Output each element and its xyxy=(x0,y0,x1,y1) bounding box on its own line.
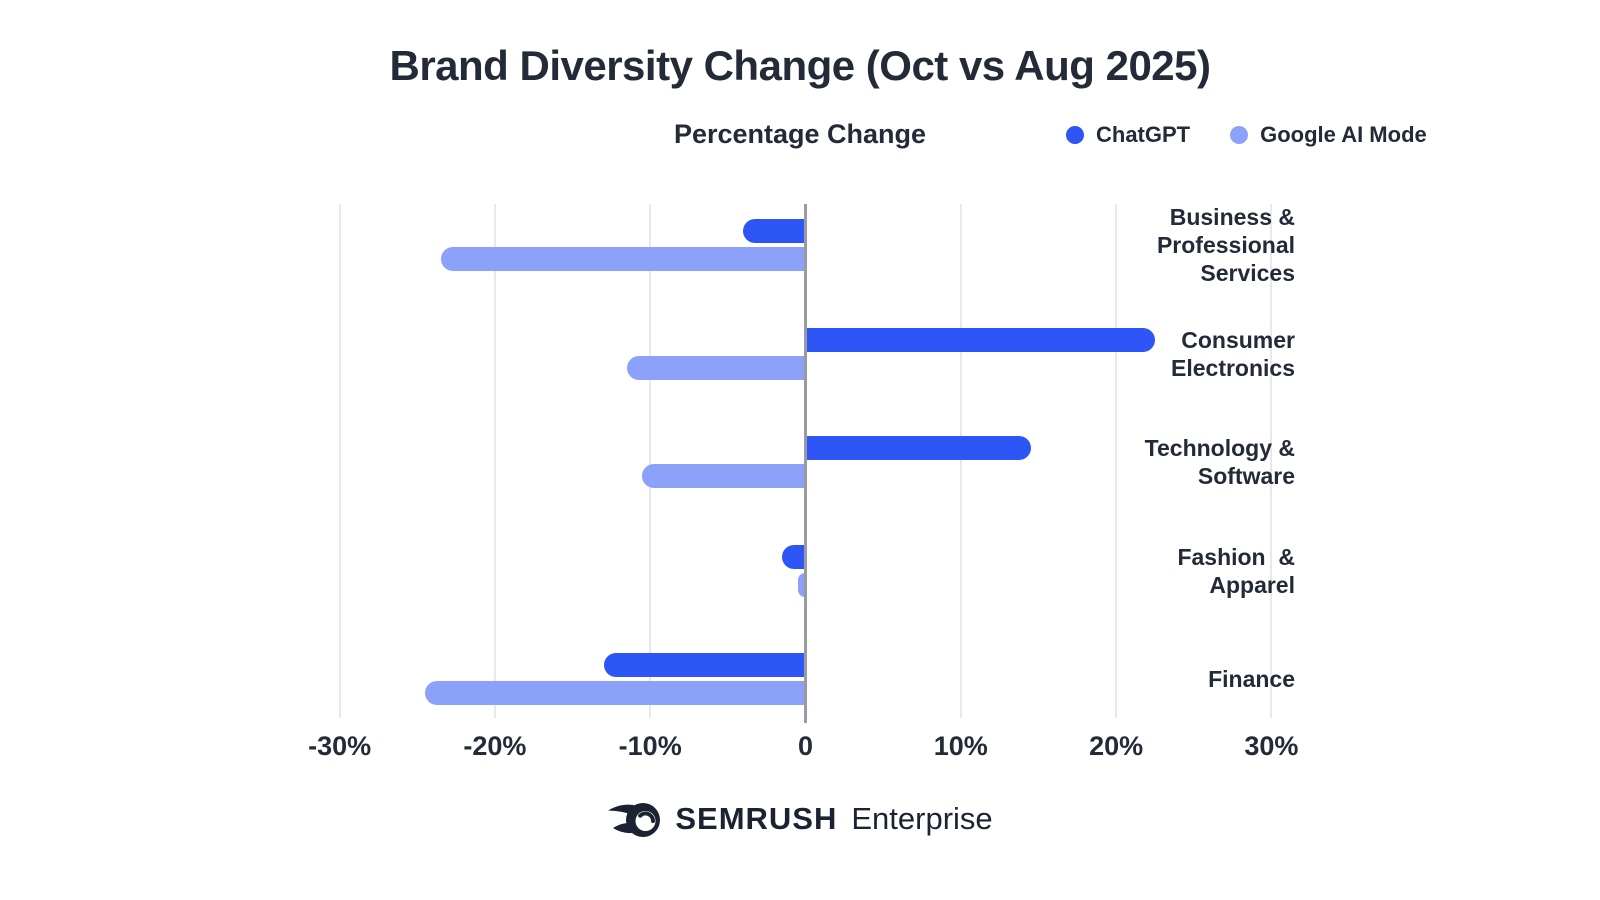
brand-name: SEMRUSH xyxy=(675,801,838,836)
gridline xyxy=(493,204,496,718)
bar-google-ai-mode xyxy=(642,464,806,488)
bar-chatgpt xyxy=(805,436,1031,460)
x-tick-label: 30% xyxy=(1244,731,1299,761)
bar-chatgpt xyxy=(743,219,806,243)
category-label: Finance xyxy=(1208,666,1295,692)
x-tick-label: -20% xyxy=(463,731,527,761)
gridline xyxy=(1270,204,1273,718)
bar-google-ai-mode xyxy=(797,572,806,597)
chart-title: Brand Diversity Change (Oct vs Aug 2025) xyxy=(389,42,1211,89)
x-tick-label: -30% xyxy=(308,731,372,761)
axis-title: Percentage Change xyxy=(673,119,927,149)
gridline xyxy=(1115,204,1118,718)
semrush-logo-icon xyxy=(608,803,661,837)
legend: ChatGPT Google AI Mode xyxy=(1066,122,1427,148)
category-label: Technology & Software xyxy=(1144,435,1295,489)
gridline xyxy=(338,204,341,718)
legend-item-chatgpt: ChatGPT xyxy=(1066,122,1190,148)
category-label: Fashion & Apparel xyxy=(1177,543,1295,598)
bar-chatgpt xyxy=(805,327,1155,352)
category-label: Consumer Electronics xyxy=(1171,326,1295,381)
bar-chatgpt xyxy=(603,653,806,677)
bar-google-ai-mode xyxy=(626,355,806,380)
legend-dot-icon xyxy=(1066,126,1084,144)
x-tick-label: 0 xyxy=(797,731,814,761)
zero-axis-line xyxy=(804,204,807,723)
x-tick-label: -10% xyxy=(618,731,682,761)
legend-dot-icon xyxy=(1230,126,1249,144)
legend-item-google-ai-mode: Google AI Mode xyxy=(1230,122,1427,148)
legend-item-label: ChatGPT xyxy=(1096,122,1191,147)
brand-suffix: Enterprise xyxy=(851,801,993,836)
bar-google-ai-mode xyxy=(425,681,806,705)
bar-chatgpt xyxy=(782,544,806,569)
bar-google-ai-mode xyxy=(440,247,806,271)
gridline xyxy=(959,204,962,718)
category-label: Business & Professional Services xyxy=(1156,204,1295,286)
x-tick-label: 20% xyxy=(1089,731,1144,761)
legend-item-label: Google AI Mode xyxy=(1260,122,1427,147)
brand-footer: SEMRUSH Enterprise xyxy=(0,800,1600,838)
x-tick-label: 10% xyxy=(933,731,988,761)
gridline xyxy=(649,204,652,718)
